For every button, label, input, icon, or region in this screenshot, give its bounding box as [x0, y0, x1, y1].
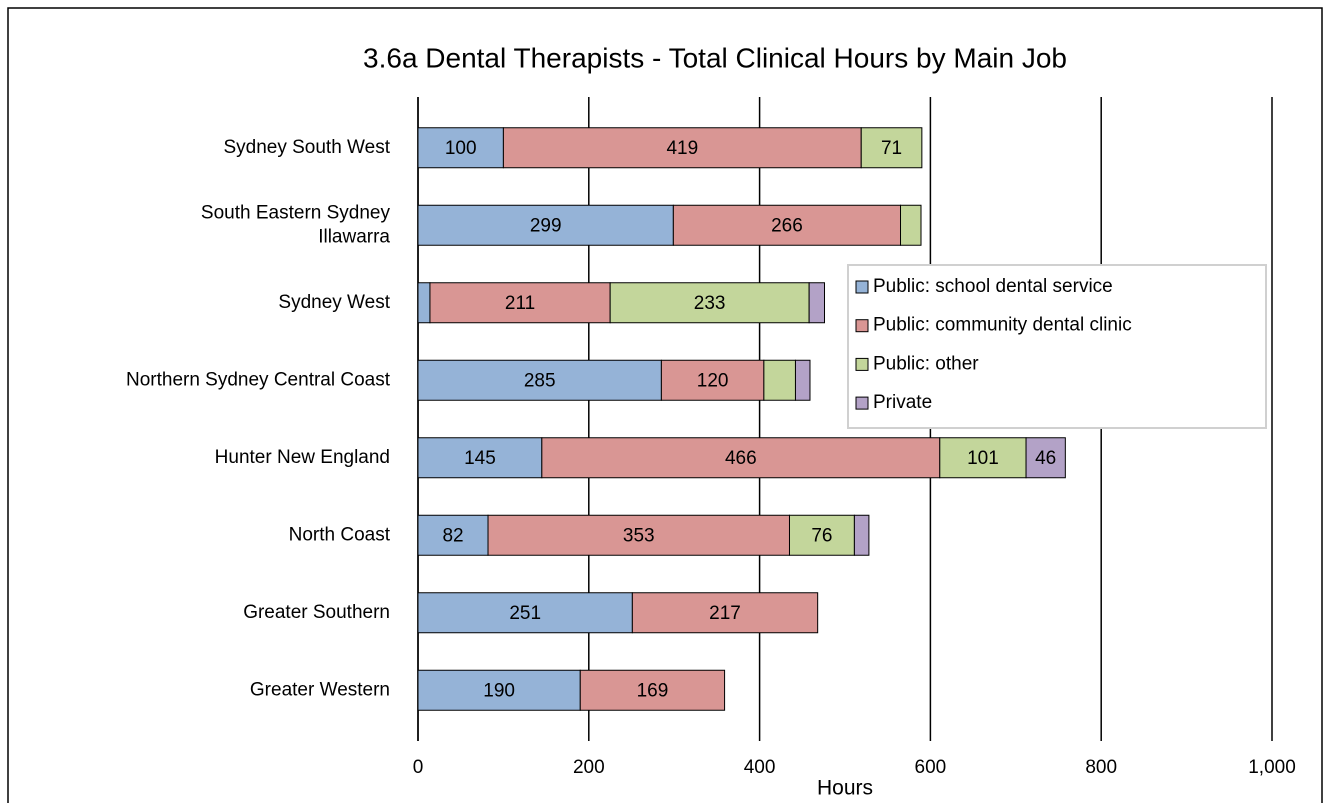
bar-segment [487, 514, 790, 556]
bar-segment [1025, 437, 1066, 479]
x-tick-label: 200 [573, 757, 605, 778]
y-tick-label: Hunter New England [215, 447, 390, 468]
data-label: 71 [881, 138, 902, 159]
data-label: 285 [524, 370, 556, 391]
data-label: 101 [967, 448, 999, 469]
x-axis-label: Hours [817, 777, 873, 800]
data-label: 466 [725, 448, 757, 469]
legend-label: Public: other [873, 353, 979, 374]
label-line: South Eastern Sydney [201, 202, 391, 223]
bar-segment [417, 359, 662, 401]
chart-border [7, 7, 1323, 803]
y-tick-label: Northern Sydney Central Coast [126, 369, 391, 390]
bar-segment [429, 282, 611, 324]
x-tick-label: 1,000 [1248, 757, 1296, 778]
bar-segment [579, 669, 726, 711]
y-tick-label: North Coast [289, 524, 391, 545]
bar-segment [788, 514, 855, 556]
legend-swatch [855, 319, 869, 333]
legend-label: Public: school dental service [873, 276, 1113, 297]
data-label: 190 [483, 680, 515, 701]
legend-box [847, 264, 1267, 429]
data-label: 120 [697, 370, 729, 391]
bar-segment [860, 127, 923, 169]
legend-swatch [855, 280, 869, 294]
data-label: 211 [505, 293, 535, 314]
data-label: 169 [637, 680, 669, 701]
legend-swatch [855, 396, 869, 410]
x-tick-label: 600 [915, 757, 947, 778]
bar-segment [763, 359, 796, 401]
x-tick-label: 800 [1085, 757, 1117, 778]
data-label: 233 [694, 293, 726, 314]
bar-segment [853, 514, 870, 556]
bar-segment [417, 669, 581, 711]
data-label: 100 [445, 138, 477, 159]
bar-segment [609, 282, 810, 324]
y-tick-label: Sydney South West [223, 137, 390, 158]
data-label: 353 [623, 525, 655, 546]
data-label: 419 [666, 138, 698, 159]
bar-segment [631, 592, 819, 634]
legend-label: Public: community dental clinic [873, 315, 1132, 336]
bar-segment [541, 437, 941, 479]
bar-segment [939, 437, 1027, 479]
legend-swatch [855, 357, 869, 371]
bar-segment [794, 359, 811, 401]
bar-segment [417, 282, 431, 324]
bar-segment [417, 127, 504, 169]
data-label: 145 [464, 448, 496, 469]
bar-segment [417, 514, 489, 556]
y-tick-label: South Eastern Sydney Illawarra [201, 202, 391, 247]
bar-segment [660, 359, 765, 401]
y-tick-label: Sydney West [278, 292, 390, 313]
data-label: 217 [709, 603, 741, 624]
data-label: 251 [509, 603, 541, 624]
data-label: 82 [442, 525, 463, 546]
data-label: 299 [530, 215, 562, 236]
bar-segment [808, 282, 826, 324]
legend-label: Private [873, 392, 932, 413]
bar-segment [900, 204, 922, 246]
chart-title: 3.6a Dental Therapists - Total Clinical … [363, 42, 1067, 73]
data-label: 266 [771, 215, 803, 236]
data-label: 46 [1035, 448, 1056, 469]
x-tick-label: 0 [413, 757, 424, 778]
bar-segment [417, 592, 633, 634]
bar-segment [502, 127, 862, 169]
data-label: 76 [811, 525, 832, 546]
x-tick-label: 400 [744, 757, 776, 778]
y-tick-label: Greater Western [250, 679, 390, 700]
label-line: Illawarra [318, 226, 390, 247]
y-tick-label: Greater Southern [243, 602, 390, 623]
